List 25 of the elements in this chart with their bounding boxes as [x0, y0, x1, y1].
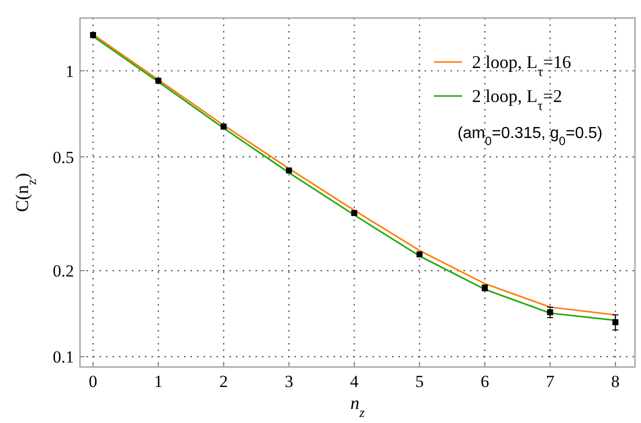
- point: [547, 309, 554, 316]
- x-axis-title: n$_{z}$: [350, 393, 366, 420]
- point: [155, 78, 162, 84]
- point: [220, 124, 227, 130]
- legend-label: 2 loop, L$_{τ}$=16: [472, 52, 572, 78]
- point: [351, 210, 358, 216]
- point: [612, 319, 618, 326]
- y-tick-label: 0.1: [52, 348, 74, 367]
- x-tick-label: 2: [219, 372, 228, 391]
- annotation: (am$_{0}$=0.315, g$_{0}$=0.5): [457, 125, 603, 148]
- legend-label: 2 loop, L$_{τ}$=2: [472, 86, 562, 112]
- x-tick-label: 4: [350, 372, 359, 391]
- x-tick-label: 7: [546, 372, 555, 391]
- y-tick-label: 0.2: [52, 262, 74, 281]
- x-tick-label: 3: [284, 372, 294, 391]
- x-tick-label: 0: [88, 372, 98, 391]
- x-tick-label: 8: [611, 372, 620, 391]
- point: [416, 251, 423, 258]
- y-tick-label: 1: [66, 62, 74, 81]
- x-tick-label: 1: [154, 372, 163, 391]
- y-tick-label: 0.5: [52, 148, 74, 167]
- x-tick-label: 6: [480, 372, 490, 391]
- point: [286, 167, 292, 174]
- point: [90, 32, 96, 38]
- x-tick-label: 5: [415, 372, 424, 391]
